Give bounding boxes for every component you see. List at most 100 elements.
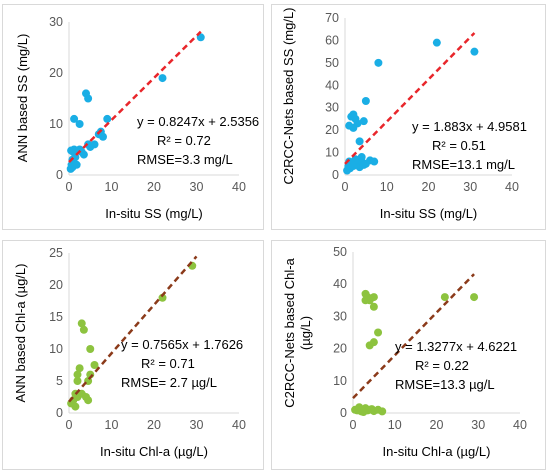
y-tick-label: 20 [49,278,63,292]
y-axis-title: ANN based Chl-a (µg/L) [13,264,28,403]
x-tick-label: 10 [105,180,119,194]
y-tick-label: 20 [333,342,347,356]
y-tick-label: 25 [49,246,63,260]
data-point [72,160,81,169]
data-point [84,94,93,103]
y-axis-title: ANN based SS (mg/L) [15,34,30,163]
y-tick-label: 20 [49,66,63,80]
data-point [361,96,370,105]
x-tick-label: 30 [463,180,477,194]
y-tick-label: 10 [49,342,63,356]
x-axis-title: In-situ SS (mg/L) [380,206,478,221]
data-point [77,319,86,328]
data-point [158,293,167,302]
data-point [158,74,167,83]
data-point [369,338,378,347]
x-tick-label: 0 [66,180,73,194]
x-tick-label: 0 [66,418,73,432]
y-tick-label: 10 [333,374,347,388]
regression-annotation: R² = 0.71 [141,356,195,371]
regression-annotation: y = 0.8247x + 2.5356 [137,114,259,129]
y-tick-label: 40 [333,277,347,291]
y-tick-label: 30 [333,309,347,323]
data-point [84,396,93,405]
regression-annotation: RMSE=13.1 mg/L [412,157,515,172]
data-point [440,293,449,302]
data-point [86,345,95,353]
x-tick-label: 20 [422,180,436,194]
y-tick-label: 50 [325,56,339,70]
y-tick-label: 30 [325,101,339,115]
regression-annotation: RMSE=13.3 µg/L [395,377,495,392]
data-point [349,123,358,132]
x-tick-label: 20 [430,418,444,432]
data-point [79,325,88,334]
y-tick-label: 50 [333,245,347,259]
chart-panel-ann-chl: 0 10 20 30 40 0 5 10 15 20 25 In-situ Chl-a (µg/L) A… [2,240,264,470]
data-point [70,114,79,123]
y-tick-label: 70 [325,11,339,25]
chart-panel-ann-ss: 0 10 20 30 40 0 10 20 30 In-situ SS (mg/L) ANN bas… [2,4,264,230]
chart-panel-c2rcc-ss: 0 10 20 30 40 0 10 20 30 40 50 60 70 In-situ SS (mg/L… [271,4,546,230]
chart-c2rcc-chl: 0 10 20 30 40 0 10 20 30 40 50 In-situ Chl-a (µg/L)… [282,245,527,459]
data-point [355,137,364,146]
y-tick-label: 20 [325,123,339,137]
regression-annotation: y = 1.883x + 4.9581 [412,119,527,134]
chart-c2rcc-ss: 0 10 20 30 40 0 10 20 30 40 50 60 70 In-situ SS (mg/L… [281,8,527,222]
x-tick-label: 30 [190,418,204,432]
y-tick-label: 10 [49,117,63,131]
x-axis-title: In-situ Chl-a (µg/L) [100,444,208,459]
data-point [75,120,84,128]
trendline [68,30,202,163]
data-point [369,293,378,302]
data-point [73,370,82,379]
data-point [378,407,387,416]
y-tick-label: 0 [340,406,347,420]
x-tick-label: 30 [471,418,485,432]
x-tick-label: 10 [380,180,394,194]
chart-ann-ss: 0 10 20 30 40 0 10 20 30 In-situ SS (mg/L) ANN bas… [15,15,259,221]
x-tick-label: 40 [232,418,246,432]
trendline [352,273,475,399]
regression-annotation: R² = 0.51 [432,138,486,153]
x-tick-label: 30 [190,180,204,194]
x-axis-title: In-situ SS (mg/L) [105,206,203,221]
regression-annotation: R² = 0.72 [157,133,211,148]
data-point [73,377,82,385]
x-tick-label: 40 [513,418,527,432]
data-point [75,364,84,373]
y-tick-label: 60 [325,33,339,47]
regression-annotation: y = 1.3277x + 4.6221 [395,339,517,354]
x-tick-label: 20 [147,418,161,432]
data-point [470,293,479,302]
data-point [470,47,479,56]
data-point [67,146,76,155]
x-axis-title: In-situ Chl-a (µg/L) [383,444,491,459]
data-point [99,132,107,141]
y-axis-title-line2: (µg/L) [298,316,313,350]
regression-annotation: RMSE=3.3 mg/L [137,152,233,167]
chart-ann-chl: 0 10 20 30 40 0 5 10 15 20 25 In-situ Chl-a (µg/L) A… [13,246,246,459]
data-point [369,302,378,311]
data-point [374,328,383,337]
data-point [359,117,368,126]
data-point [90,361,99,369]
y-tick-label: 0 [56,406,63,420]
x-tick-label: 10 [388,418,402,432]
x-tick-label: 10 [105,418,119,432]
chart-panel-c2rcc-chl: 0 10 20 30 40 0 10 20 30 40 50 In-situ Chl-a (µg/L)… [271,240,546,470]
data-point [370,157,379,166]
y-tick-label: 5 [56,374,63,388]
y-tick-label: 30 [49,15,63,29]
x-tick-label: 0 [342,180,349,194]
data-point [71,402,80,411]
y-tick-label: 10 [325,146,339,160]
y-tick-label: 0 [332,168,339,182]
data-point [359,408,368,417]
regression-annotation: y = 0.7565x + 1.7626 [121,337,243,352]
y-tick-label: 15 [49,310,63,324]
data-point [432,38,441,47]
data-point [361,296,370,305]
x-tick-label: 40 [505,180,519,194]
regression-annotation: R² = 0.22 [415,358,469,373]
